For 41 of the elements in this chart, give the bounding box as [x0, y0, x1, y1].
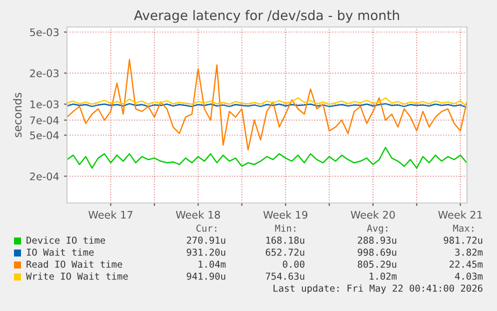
y-tick-label: 5e-03 [30, 28, 59, 36]
text: 4.03m [455, 272, 483, 280]
text: 981.72u [444, 236, 482, 244]
legend-label: Device IO time [26, 236, 106, 244]
line-series [67, 146, 467, 169]
text: 652.72u [266, 248, 304, 256]
text: 1.04m [198, 260, 226, 268]
line-series [67, 59, 467, 151]
text: 754.63u [266, 272, 304, 280]
x-tick-label: Week 20 [350, 210, 395, 219]
text: 998.69u [358, 248, 396, 256]
text: 0.00 [282, 260, 304, 268]
line-series [67, 97, 467, 108]
text: Min: [275, 224, 296, 232]
text: 22.45m [450, 260, 483, 268]
y-tick-label: 2e-04 [30, 172, 59, 180]
y-tick-label: 2e-03 [30, 69, 59, 78]
legend-label: Write IO Wait time [26, 272, 128, 280]
legend-label: Read IO Wait time [26, 260, 122, 268]
text: Max: [453, 224, 474, 232]
y-tick-label: 7e-04 [30, 116, 59, 124]
text: Last update: Fri May 22 00:41:00 2026 [274, 284, 482, 294]
text: 941.90u [186, 272, 226, 280]
y-tick-label: 5e-04 [30, 131, 59, 140]
chart-title: Average latency for /dev/sda - by month [134, 10, 400, 23]
text: Avg: [366, 224, 388, 234]
text: 3.82m [455, 248, 483, 256]
text: 288.93u [358, 236, 396, 244]
x-tick-label: Week 17 [88, 210, 132, 219]
legend-label: IO Wait time [26, 248, 94, 256]
text: 1.02m [370, 272, 397, 280]
text: 270.91u [186, 236, 226, 244]
text: 805.29u [358, 260, 396, 268]
x-tick-label: Week 21 [438, 210, 482, 219]
text: Cur: [196, 224, 216, 232]
text: 931.20u [186, 248, 226, 256]
x-tick-label: Week 19 [263, 210, 308, 219]
text: 168.18u [266, 236, 304, 244]
y-axis-title: seconds [13, 92, 22, 138]
x-tick-label: Week 18 [176, 210, 220, 219]
y-tick-label: 1e-03 [30, 100, 59, 108]
